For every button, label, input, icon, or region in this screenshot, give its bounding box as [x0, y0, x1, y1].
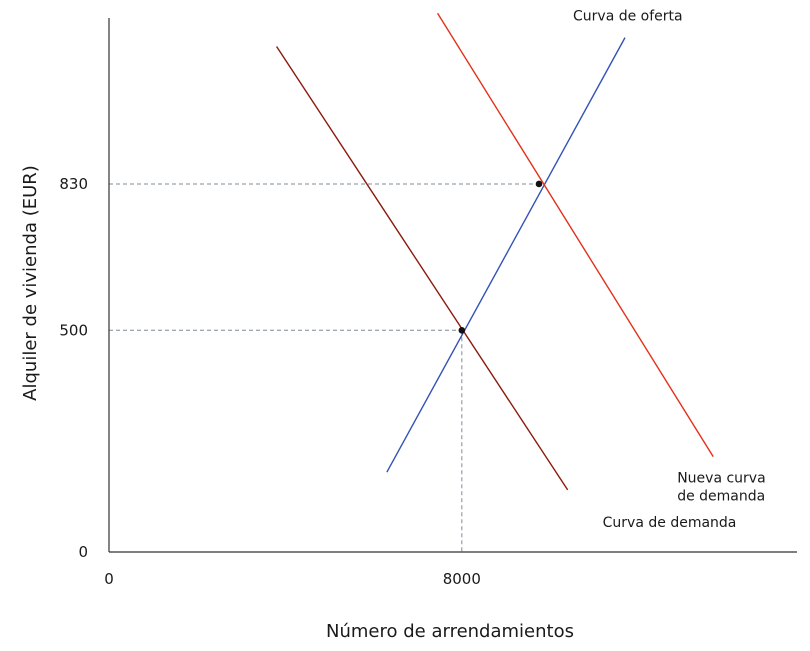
- x-tick-label-0: 0: [104, 570, 114, 588]
- tick-labels: 0 500 830 0 8000: [59, 175, 481, 588]
- equilibrium-points: [458, 180, 543, 334]
- series-label-supply: Curva de oferta: [573, 9, 683, 25]
- series-line-new-demand: [436, 12, 714, 458]
- axes: [108, 18, 797, 553]
- y-tick-label-0: 0: [78, 543, 88, 561]
- x-axis-title: Número de arrendamientos: [326, 621, 574, 642]
- series-label-demand: Curva de demanda: [603, 515, 737, 531]
- series-lines: [276, 12, 714, 491]
- y-axis-title: Alquiler de vivienda (EUR): [20, 165, 41, 401]
- guide-lines: [109, 183, 539, 552]
- equilibrium-point-0: [458, 326, 466, 334]
- series-label-new-demand-line-0: Nueva curva: [677, 471, 765, 487]
- series-labels: Curva de demanda Curva de oferta Nueva cur…: [573, 9, 766, 531]
- series-label-new-demand-line-1: de demanda: [677, 489, 765, 505]
- y-tick-label-500: 500: [59, 321, 88, 339]
- series-line-demand: [276, 46, 569, 491]
- y-tick-label-830: 830: [59, 175, 88, 193]
- equilibrium-point-1: [535, 180, 543, 188]
- series-line-supply: [386, 37, 626, 473]
- x-tick-label-8000: 8000: [443, 570, 481, 588]
